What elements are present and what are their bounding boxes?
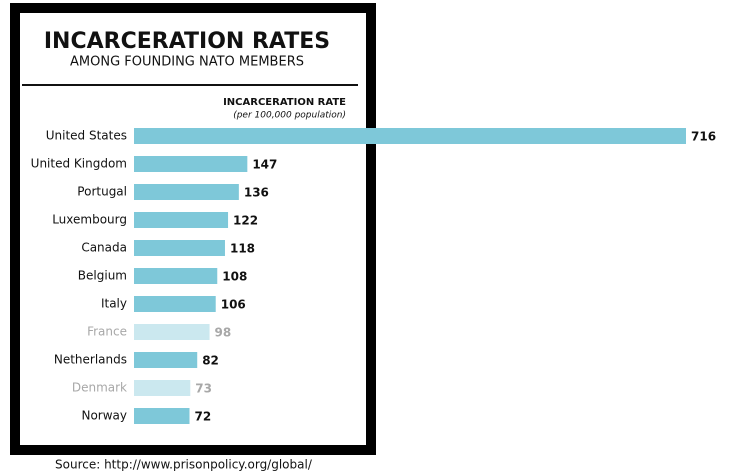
value-label: 122: [233, 214, 258, 228]
category-label: Denmark: [72, 381, 127, 395]
value-label: 136: [244, 186, 269, 200]
category-label: Norway: [81, 409, 127, 423]
value-label: 118: [230, 242, 255, 256]
bar: [134, 184, 239, 200]
category-label: United States: [46, 129, 127, 143]
bar: [134, 212, 229, 228]
value-label: 73: [195, 382, 212, 396]
value-label: 106: [221, 298, 246, 312]
frame: [10, 3, 376, 455]
bar: [134, 128, 686, 144]
category-label: Portugal: [77, 185, 127, 199]
category-label: Luxembourg: [52, 213, 127, 227]
bar: [134, 268, 218, 284]
category-label: Belgium: [78, 269, 127, 283]
bar: [134, 380, 191, 396]
bar: [134, 296, 216, 312]
chart-subtitle: AMONG FOUNDING NATO MEMBERS: [70, 55, 304, 70]
bar: [134, 156, 248, 172]
category-label: Italy: [101, 297, 127, 311]
chart-title: INCARCERATION RATES: [44, 29, 330, 54]
axis-title: INCARCERATION RATE: [223, 97, 346, 108]
bar: [134, 324, 210, 340]
value-label: 98: [215, 326, 232, 340]
axis-subtitle: (per 100,000 population): [233, 111, 346, 121]
source: Source: http://www.prisonpolicy.org/glob…: [55, 458, 313, 472]
bar: [134, 408, 190, 424]
value-label: 82: [202, 354, 219, 368]
bar: [134, 352, 198, 368]
category-label: Netherlands: [54, 353, 127, 367]
category-label: France: [87, 325, 127, 339]
value-label: 147: [252, 158, 277, 172]
category-label: Canada: [81, 241, 127, 255]
value-label: 72: [195, 410, 212, 424]
value-label: 108: [222, 270, 247, 284]
value-label: 716: [691, 130, 716, 144]
category-label: United Kingdom: [31, 157, 127, 171]
bar: [134, 240, 225, 256]
